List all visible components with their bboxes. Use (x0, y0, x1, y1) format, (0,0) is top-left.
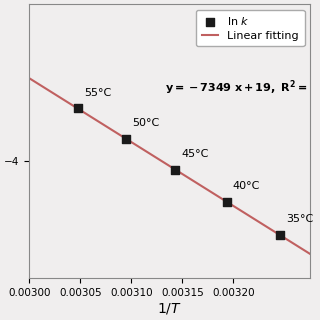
Linear fitting (0, 58, 2, 62)
Linear fitting (307, 251, 311, 255)
Text: 35°C: 35°C (286, 214, 313, 224)
Text: 55°C: 55°C (84, 88, 111, 98)
Text: 40°C: 40°C (233, 181, 260, 191)
ln $\mathit{k}$ (224, 199, 229, 204)
ln $\mathit{k}$ (75, 106, 80, 111)
Line: Linear fitting: Linear fitting (0, 59, 320, 273)
Linear fitting (0, 57, 1, 61)
Linear fitting (200, 185, 204, 188)
ln $\mathit{k}$ (173, 167, 178, 172)
ln $\mathit{k}$ (277, 232, 282, 237)
Text: 45°C: 45°C (181, 149, 209, 159)
Linear fitting (199, 184, 203, 188)
Legend: ln $\mathit{k}$, Linear fitting: ln $\mathit{k}$, Linear fitting (196, 10, 305, 46)
Linear fitting (206, 188, 210, 192)
ln $\mathit{k}$ (123, 136, 128, 141)
X-axis label: $\mathit{1/T}$: $\mathit{1/T}$ (157, 301, 182, 316)
Linear fitting (285, 237, 289, 241)
Text: $\mathbf{y= -7349\ x+19,\ R^{2}=}$: $\mathbf{y= -7349\ x+19,\ R^{2}=}$ (165, 78, 307, 97)
Text: 50°C: 50°C (132, 118, 159, 128)
